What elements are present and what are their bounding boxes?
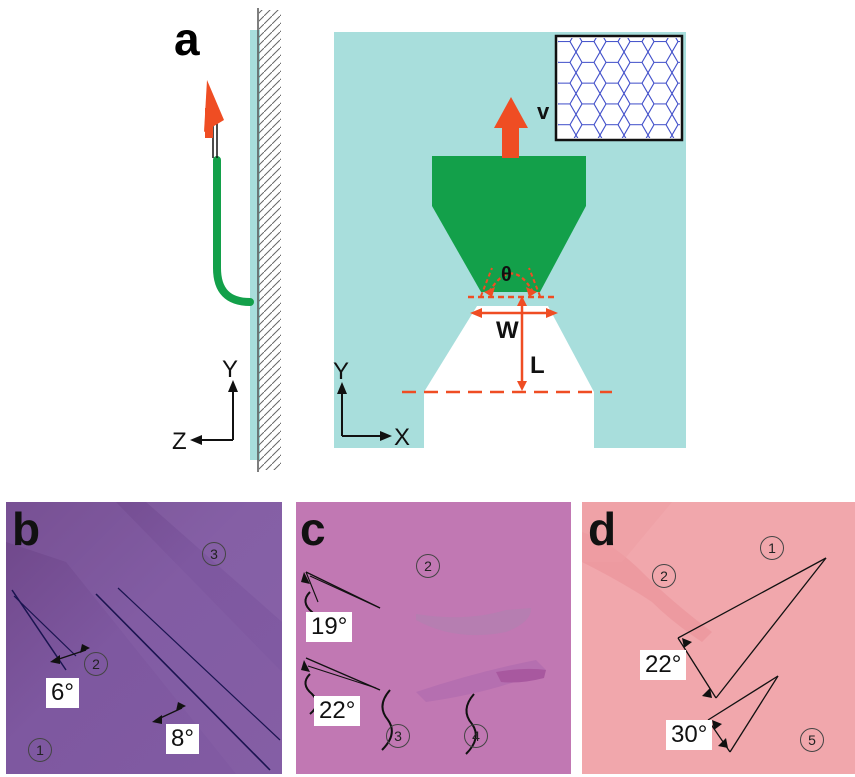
panel-c-label: c xyxy=(300,503,326,555)
angle-label: 30° xyxy=(666,720,713,750)
panel-b-micrograph: b 6° 8° 1 2 3 xyxy=(6,502,282,774)
region-marker: 3 xyxy=(202,542,226,566)
panel-d-micrograph: d 22° 30° 1 2 5 xyxy=(582,502,855,774)
region-marker: 2 xyxy=(416,554,440,578)
angle-label: 22° xyxy=(314,696,361,726)
width-label: W xyxy=(496,317,519,344)
theta-label: θ xyxy=(501,264,512,286)
region-marker: 1 xyxy=(760,536,784,560)
side-substrate-layer xyxy=(250,30,260,460)
panel-d-label: d xyxy=(588,503,617,555)
angle-label: 6° xyxy=(46,678,79,708)
region-marker: 5 xyxy=(800,728,824,752)
side-probe xyxy=(213,156,254,306)
region-marker: 2 xyxy=(84,652,108,676)
panel-a-label: a xyxy=(174,13,200,65)
theta-arc xyxy=(488,272,534,293)
panel-c-micrograph: c 19° 22° 2 3 4 xyxy=(296,502,571,774)
region-marker: 1 xyxy=(28,738,52,762)
side-y-axis-label: Y xyxy=(222,356,239,383)
panel-a-schematic xyxy=(190,8,686,472)
angle-label: 19° xyxy=(306,612,353,642)
region-marker: 3 xyxy=(386,724,410,748)
front-y-axis-label: Y xyxy=(333,358,350,385)
angle-label: 8° xyxy=(166,724,199,754)
region-marker: 4 xyxy=(464,724,488,748)
panel-b-label: b xyxy=(12,503,41,555)
exfoliated-region xyxy=(424,306,594,448)
wall-hatch xyxy=(259,10,281,470)
velocity-label: v xyxy=(537,99,550,124)
side-z-axis-label: Z xyxy=(172,428,187,455)
angle-label: 22° xyxy=(640,650,687,680)
region-marker: 2 xyxy=(652,564,676,588)
velocity-arrow xyxy=(502,126,519,158)
length-label: L xyxy=(530,352,545,379)
front-probe xyxy=(432,156,586,292)
front-x-axis-label: X xyxy=(394,424,411,451)
